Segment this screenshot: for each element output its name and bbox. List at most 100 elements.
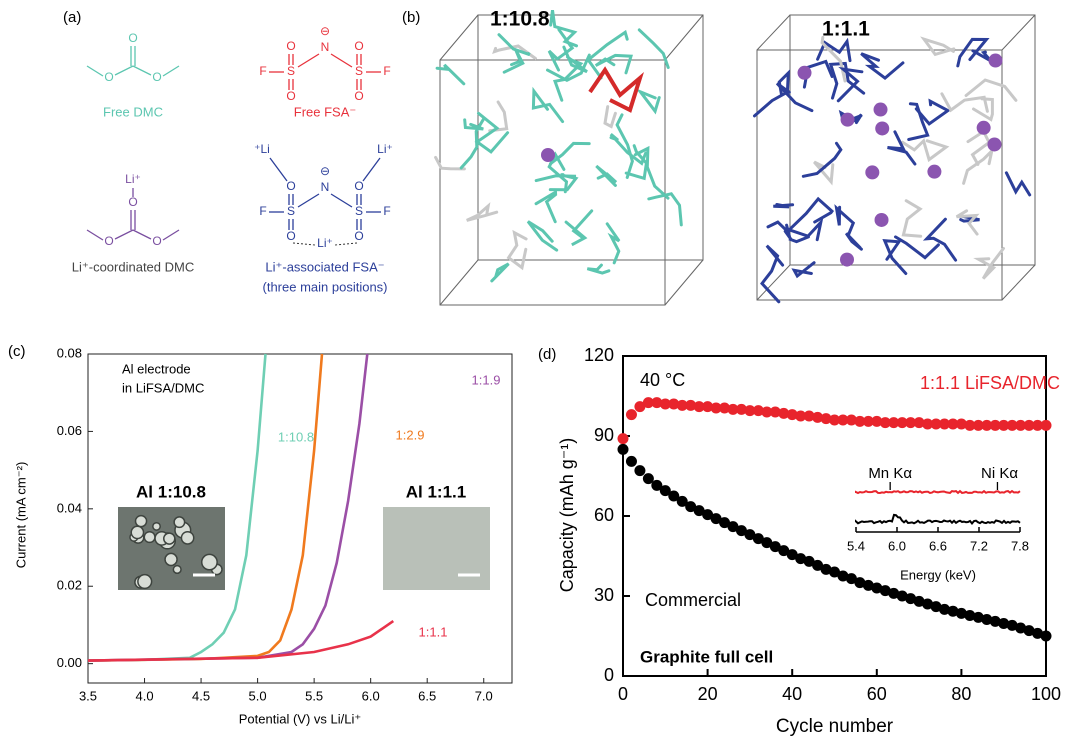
molecule-stick <box>617 115 632 178</box>
molecule-stick <box>467 206 497 220</box>
molecule-stick <box>974 99 993 120</box>
series-label: Commercial <box>645 590 741 610</box>
y-tick-label: 0.04 <box>57 500 82 515</box>
panel-label: (a) <box>63 9 81 26</box>
molecule-stick <box>861 54 903 79</box>
bond <box>298 54 319 67</box>
x-axis-label: Cycle number <box>776 716 894 737</box>
bond <box>293 243 315 245</box>
panel-label: (d) <box>538 346 556 363</box>
atom-label: F <box>383 64 390 78</box>
molecule-stick <box>964 151 992 183</box>
atom-label: O <box>152 70 161 84</box>
atom-label: O <box>104 234 113 248</box>
bond <box>757 15 790 50</box>
sem-image <box>383 507 490 590</box>
peak-label: Mn Kα <box>868 465 912 482</box>
molecule-stick <box>979 248 1004 278</box>
molecule-stick <box>477 113 508 152</box>
molecule-stick <box>789 199 832 230</box>
x-tick-label: 0 <box>618 684 628 704</box>
sem-pit <box>153 523 160 530</box>
series-line <box>88 621 393 661</box>
x-tick-label: 3.5 <box>79 688 97 703</box>
data-point <box>626 456 637 467</box>
x-tick-label: 5.5 <box>305 688 323 703</box>
atom-label: ⊖ <box>320 24 330 38</box>
x-tick-label: 6.0 <box>362 688 380 703</box>
molecule-stick <box>587 265 609 273</box>
molecule-stick <box>551 10 577 46</box>
y-tick-label: 90 <box>594 425 614 445</box>
molecule-stick <box>605 107 615 127</box>
bond <box>270 158 287 181</box>
inset-label: Al 1:10.8 <box>136 482 206 501</box>
molecule-name: Li⁺-associated FSA⁻ <box>265 259 384 274</box>
x-tick-label: 7.0 <box>475 688 493 703</box>
atom-label: S <box>287 204 295 218</box>
sem-image <box>118 507 225 590</box>
bond <box>331 194 352 207</box>
y-axis-label: Current (mA cm⁻²) <box>13 462 28 569</box>
molecule-stick <box>549 30 572 70</box>
atom-label: N <box>321 180 330 194</box>
atom-label: O <box>104 70 113 84</box>
molecule-stick <box>909 104 928 140</box>
panel-label: (b) <box>402 9 420 26</box>
atom-label: F <box>259 204 266 218</box>
x-tick-label: 7.8 <box>1011 538 1029 553</box>
molecule-stick <box>885 241 906 274</box>
atom-label: ⁺Li <box>254 142 270 156</box>
bond <box>87 230 103 240</box>
molecule-stick <box>533 91 562 122</box>
box-label: 1:1.1 <box>822 18 870 41</box>
box-edge <box>478 15 703 260</box>
atom-label: O <box>152 234 161 248</box>
y-axis-label: Capacity (mAh g⁻¹) <box>557 438 577 593</box>
box-edge <box>440 60 665 305</box>
molecule-stick <box>607 224 619 263</box>
li-atom <box>874 103 888 117</box>
data-point <box>634 465 645 476</box>
series-label: 1:1.1 LiFSA/DMC <box>920 373 1060 393</box>
molecule-stick <box>590 70 640 110</box>
x-tick-label: 5.0 <box>249 688 267 703</box>
bond <box>665 15 703 60</box>
li-atom <box>927 165 941 179</box>
atom-label: O <box>128 31 137 45</box>
molecule-stick <box>966 80 1016 100</box>
bond <box>363 158 380 181</box>
molecule-stick <box>499 35 530 55</box>
bond <box>115 230 133 239</box>
atom-label: N <box>321 40 330 54</box>
molecule-stick <box>536 192 556 222</box>
li-atom <box>541 148 555 162</box>
li-atom <box>840 253 854 267</box>
y-tick-label: 0.02 <box>57 578 82 593</box>
x-tick-label: 80 <box>951 684 971 704</box>
atom-label: O <box>354 229 363 243</box>
x-tick-label: 4.0 <box>135 688 153 703</box>
sem-pit <box>131 526 143 538</box>
x-tick-label: 20 <box>698 684 718 704</box>
y-tick-label: 0.06 <box>57 423 82 438</box>
sem-pit <box>138 575 152 589</box>
atom-label: O <box>354 89 363 103</box>
x-tick-label: 6.6 <box>929 538 947 553</box>
sem-pit <box>165 553 177 565</box>
molecule-stick <box>566 211 592 245</box>
molecule-stick <box>1006 173 1029 195</box>
molecule-stick <box>768 222 788 232</box>
annotation: Al electrode <box>122 361 191 376</box>
molecule-name: Free DMC <box>103 104 163 119</box>
data-point <box>1041 631 1052 642</box>
sem-pit <box>174 517 185 528</box>
x-tick-label: 5.4 <box>847 538 865 553</box>
series-label: 1:2.9 <box>396 427 425 442</box>
series-label: 1:10.8 <box>278 429 314 444</box>
atom-label: O <box>286 89 295 103</box>
molecule-stick <box>837 207 854 234</box>
bond <box>87 66 103 76</box>
bond <box>440 15 478 60</box>
annotation: in LiFSA/DMC <box>122 380 204 395</box>
